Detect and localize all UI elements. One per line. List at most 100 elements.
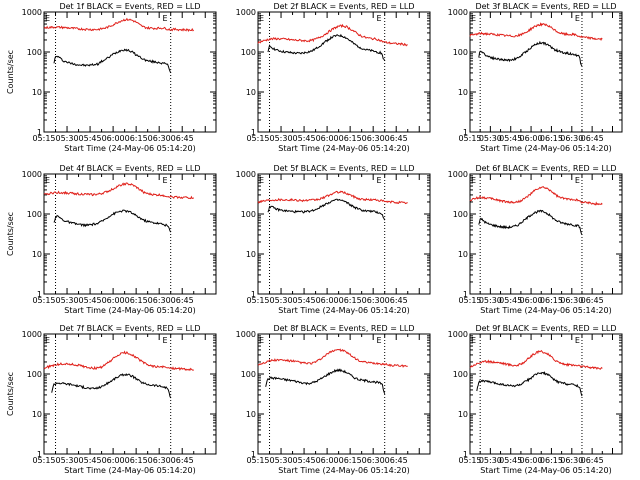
x-tick-label: 06:30 [560, 134, 583, 143]
y-tick-label: 10 [246, 88, 256, 97]
y-tick-label: 10 [458, 88, 468, 97]
eclipse-marker: E [575, 176, 580, 185]
x-tick-label: 05:15 [32, 456, 55, 465]
x-tick-label: 05:30 [270, 296, 293, 305]
x-tick-label: 06:45 [581, 456, 604, 465]
y-tick-label: 10 [458, 410, 468, 419]
y-tick-label: 1000 [448, 170, 468, 179]
x-axis-label: Start Time (24-May-06 05:14:20) [480, 144, 611, 153]
x-axis-label: Start Time (24-May-06 05:14:20) [278, 144, 409, 153]
panel-title: Det 9f BLACK = Events, RED = LLD [475, 324, 616, 333]
panel-title: Det 5f BLACK = Events, RED = LLD [273, 164, 414, 173]
x-tick-label: 05:30 [479, 456, 502, 465]
plot-frame [43, 11, 217, 133]
x-axis-label: Start Time (24-May-06 05:14:20) [64, 466, 195, 475]
y-axis-label: Counts/sec [6, 212, 15, 256]
eclipse-marker: E [575, 14, 580, 23]
x-tick-label: 05:30 [56, 296, 79, 305]
lld-series-line [43, 350, 195, 372]
x-tick-label: 06:00 [102, 296, 125, 305]
panel-title: Det 8f BLACK = Events, RED = LLD [273, 324, 414, 333]
x-tick-label: 06:00 [316, 456, 339, 465]
eclipse-marker: E [376, 14, 381, 23]
x-tick-label: 06:30 [148, 296, 171, 305]
detector-panel-1: Det 1f BLACK = Events, RED = LLD 1 10 100 10… [6, 2, 217, 153]
lld-series-line [469, 349, 603, 370]
y-tick-label: 1000 [236, 330, 256, 339]
lld-series-line [43, 182, 195, 200]
events-series-line [265, 368, 386, 394]
y-tick-label: 1 [37, 128, 42, 137]
lld-series-line [469, 22, 603, 42]
events-series-line [478, 209, 583, 236]
y-tick-label: 1000 [22, 330, 42, 339]
x-tick-label: 06:00 [520, 296, 543, 305]
y-tick-label: 10 [458, 250, 468, 259]
plot-frame [257, 11, 431, 133]
eclipse-marker: E [259, 176, 264, 185]
x-tick-label: 05:15 [458, 296, 481, 305]
x-axis-label: Start Time (24-May-06 05:14:20) [480, 466, 611, 475]
x-tick-label: 05:45 [293, 134, 316, 143]
x-tick-label: 05:15 [458, 134, 481, 143]
plot-frame [43, 173, 217, 295]
x-tick-label: 05:15 [246, 134, 269, 143]
x-axis-label: Start Time (24-May-06 05:14:20) [64, 306, 195, 315]
events-series-line [51, 373, 172, 399]
x-tick-label: 06:45 [171, 296, 194, 305]
x-tick-label: 06:15 [339, 134, 362, 143]
x-tick-label: 05:15 [246, 296, 269, 305]
eclipse-marker: E [45, 336, 50, 345]
y-tick-label: 10 [32, 88, 42, 97]
x-tick-label: 05:45 [499, 134, 522, 143]
eclipse-marker: E [471, 14, 476, 23]
events-series-line [53, 209, 172, 233]
plot-frame [43, 333, 217, 455]
x-tick-label: 06:45 [581, 134, 604, 143]
x-tick-label: 06:45 [581, 296, 604, 305]
x-tick-label: 06:45 [385, 456, 408, 465]
events-series-line [478, 40, 583, 67]
y-tick-label: 1 [463, 128, 468, 137]
eclipse-marker: E [259, 14, 264, 23]
events-series-line [476, 370, 583, 397]
events-series-line [267, 198, 386, 221]
x-tick-label: 06:30 [148, 456, 171, 465]
x-tick-label: 05:30 [56, 134, 79, 143]
panel-title: Det 3f BLACK = Events, RED = LLD [475, 2, 616, 11]
y-tick-label: 100 [241, 370, 256, 379]
x-tick-label: 05:15 [32, 296, 55, 305]
y-tick-label: 1 [463, 290, 468, 299]
eclipse-marker: E [471, 336, 476, 345]
x-tick-label: 05:15 [32, 134, 55, 143]
x-tick-label: 06:30 [560, 456, 583, 465]
y-tick-label: 100 [27, 370, 42, 379]
plot-frame [257, 173, 431, 295]
x-tick-label: 06:15 [540, 134, 563, 143]
detector-panel-5: Det 5f BLACK = Events, RED = LLD 1 10 100 10… [236, 164, 431, 315]
x-tick-label: 06:45 [171, 134, 194, 143]
y-tick-label: 1000 [22, 8, 42, 17]
detector-panel-7: Det 7f BLACK = Events, RED = LLD 1 10 100 10… [6, 324, 217, 475]
y-tick-label: 1 [37, 450, 42, 459]
plot-frame [469, 11, 623, 133]
x-tick-label: 06:30 [362, 456, 385, 465]
events-series-line [53, 48, 172, 74]
x-tick-label: 06:00 [520, 134, 543, 143]
y-tick-label: 10 [246, 250, 256, 259]
x-tick-label: 05:15 [246, 456, 269, 465]
y-axis-label: Counts/sec [6, 372, 15, 416]
y-tick-label: 1 [251, 290, 256, 299]
y-tick-label: 10 [32, 410, 42, 419]
y-tick-label: 1000 [236, 8, 256, 17]
x-axis-label: Start Time (24-May-06 05:14:20) [278, 306, 409, 315]
y-tick-label: 1 [251, 450, 256, 459]
x-tick-label: 06:45 [385, 134, 408, 143]
lld-series-line [43, 17, 195, 32]
x-tick-label: 06:15 [125, 296, 148, 305]
y-tick-label: 10 [246, 410, 256, 419]
x-axis-label: Start Time (24-May-06 05:14:20) [64, 144, 195, 153]
detector-panel-3: Det 3f BLACK = Events, RED = LLD 1 10 100 10… [448, 2, 623, 153]
y-tick-label: 1000 [448, 330, 468, 339]
y-tick-label: 1000 [22, 170, 42, 179]
